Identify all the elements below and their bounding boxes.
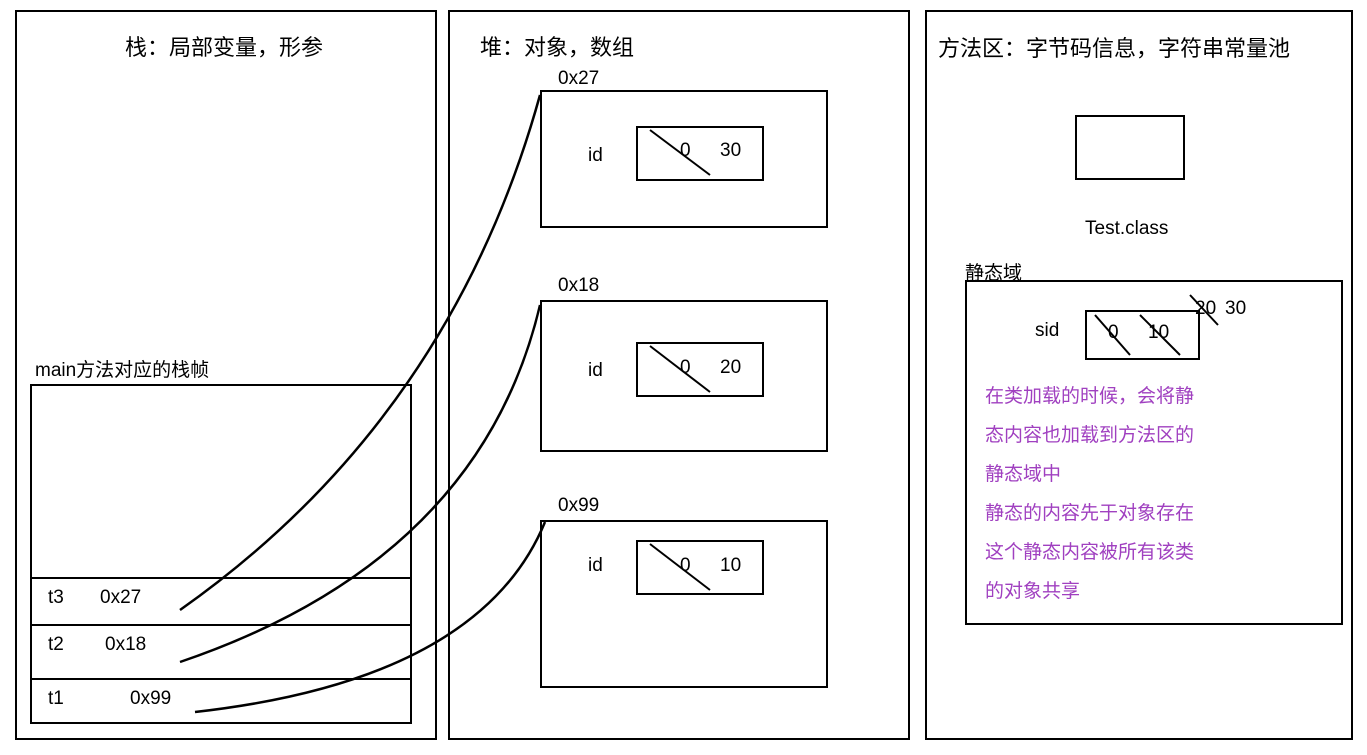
heap-old-value-0: 0: [680, 140, 691, 162]
heap-old-value-2: 0: [680, 555, 691, 577]
stack-addr-t2: 0x18: [105, 634, 146, 656]
class-box: [1075, 115, 1185, 180]
heap-addr-1: 0x18: [558, 275, 599, 297]
class-label: Test.class: [1085, 218, 1168, 240]
heap-addr-0: 0x27: [558, 68, 599, 90]
stack-addr-t1: 0x99: [130, 688, 171, 710]
sid-mid-value: 10: [1148, 322, 1169, 344]
heap-title: 堆：对象，数组: [480, 30, 634, 62]
heap-value-box-1: [636, 342, 764, 397]
stack-var-t1: t1: [48, 688, 64, 710]
stack-row-divider: [30, 577, 412, 579]
heap-addr-2: 0x99: [558, 495, 599, 517]
sid-old-value: 0: [1108, 322, 1119, 344]
sid-label: sid: [1035, 320, 1059, 342]
stack-var-t2: t2: [48, 634, 64, 656]
stack-frame-box: [30, 384, 412, 724]
heap-value-box-0: [636, 126, 764, 181]
stack-frame-label: main方法对应的栈帧: [35, 355, 209, 382]
stack-addr-t3: 0x27: [100, 587, 141, 609]
sid-value-box: [1085, 310, 1200, 360]
heap-new-value-2: 10: [720, 555, 741, 577]
heap-id-label-2: id: [588, 555, 603, 577]
sid-30-value: 30: [1225, 298, 1246, 320]
stack-var-t3: t3: [48, 587, 64, 609]
method-area-title-line1: 方法区：字节码信息，字符串常量池: [938, 30, 1353, 69]
heap-id-label-0: id: [588, 145, 603, 167]
static-notes: 在类加载的时候，会将静态内容也加载到方法区的静态域中静态的内容先于对象存在这个静…: [985, 378, 1194, 612]
stack-title: 栈：局部变量，形参: [125, 30, 323, 62]
stack-row-divider: [30, 678, 412, 680]
heap-old-value-1: 0: [680, 357, 691, 379]
heap-new-value-1: 20: [720, 357, 741, 379]
heap-value-box-2: [636, 540, 764, 595]
stack-row-divider: [30, 624, 412, 626]
heap-new-value-0: 30: [720, 140, 741, 162]
sid-20-value: 20: [1195, 298, 1216, 320]
heap-id-label-1: id: [588, 360, 603, 382]
